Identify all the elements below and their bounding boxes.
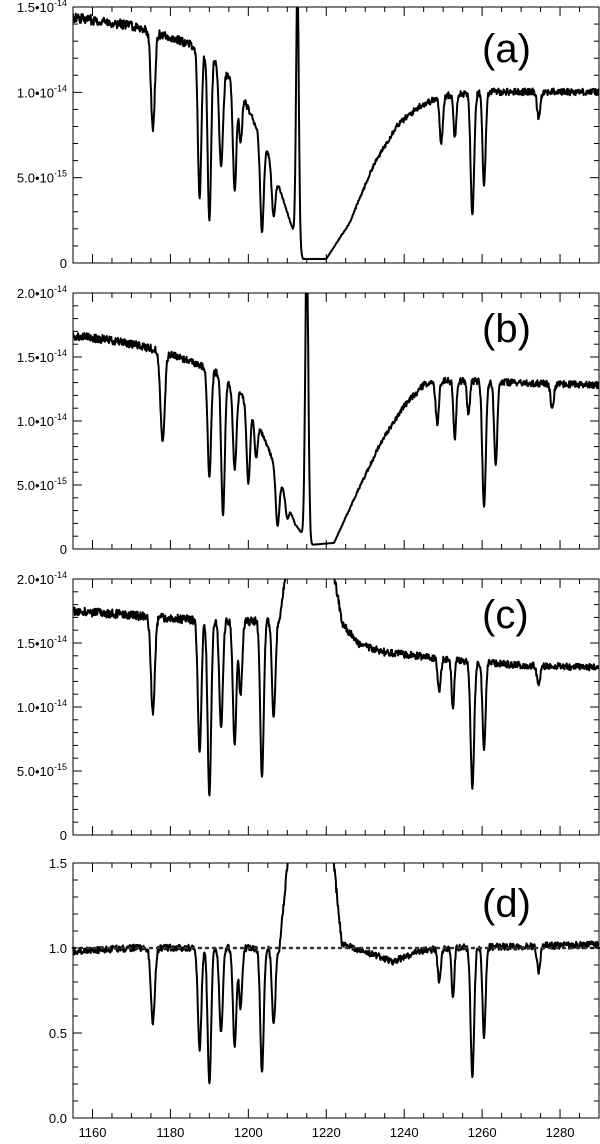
panel-d: 0.0 0.5 1.0 1.5 1160 1180 1200 1220 1240 1260 1280… [49,856,600,1140]
panel-label: (d) [482,882,531,926]
panels: 05.0•10-151.0•10-141.5•10-14(a) 05.0•10-1… [17,0,600,1140]
panel-c: 05.0•10-151.0•10-141.5•10-142.0•10-14(c) [17,570,600,843]
x-tick-label: 1260 [468,1125,497,1140]
y-tick-label: 0.5 [49,1026,67,1041]
plot-frame [72,6,600,264]
panel-label: (a) [482,27,531,71]
x-tick-label: 1160 [78,1125,106,1140]
y-tick-label: 0 [60,542,67,557]
y-tick-label: 1.5 [49,856,67,871]
x-tick-label: 1280 [546,1125,575,1140]
spectrum-line [73,579,599,797]
y-tick-label: 0 [60,828,67,843]
x-tick-label: 1240 [390,1125,419,1140]
spectrum-line [73,293,599,546]
x-tick-label: 1200 [234,1125,263,1140]
x-tick-label: 1220 [312,1125,341,1140]
panel-label: (b) [482,307,531,351]
panel-a: 05.0•10-151.0•10-141.5•10-14(a) [17,0,600,271]
spectrum-line [73,7,599,261]
y-tick-label: 1.0 [49,941,67,956]
y-tick-label: 0.0 [49,1111,67,1126]
panel-label: (c) [482,593,529,637]
x-tick-label: 1180 [156,1125,184,1140]
y-tick-label: 0 [60,256,67,271]
plot-frame [72,862,600,1119]
